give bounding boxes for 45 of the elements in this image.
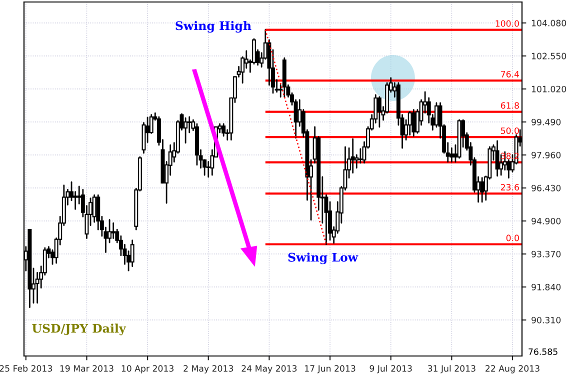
x-tick-label: 2 May 2013 [184,365,234,374]
annotation: 23.6 [500,184,519,191]
text: 76.585 [528,348,558,355]
y-tick-label: 93.370 [532,250,561,258]
y-tick-label: 104.080 [532,20,566,26]
y-tick-label: 90.310 [532,316,561,324]
x-tick-label: 10 Apr 2013 [122,365,174,374]
y-tick-label: 91.840 [532,284,561,290]
y-tick-label: 99.490 [532,118,561,126]
candlestick [222,123,226,137]
x-tick-label: 31 Jul 2013 [428,365,476,374]
candlestick [187,116,192,134]
y-tick-label: 102.550 [532,52,566,60]
y-tick-label: 96.430 [532,184,561,192]
x-tick-label: 25 Feb 2013 [0,365,52,372]
y-tick-label: 101.020 [532,86,566,92]
candlestick [434,102,438,128]
candlestick [92,194,96,223]
x-tick-label: 22 Aug 2013 [486,365,540,374]
y-tick-label: 97.960 [532,152,561,158]
annotation: 76.4 [501,70,520,78]
candlestick [377,96,382,128]
y-tick-label: 94.900 [532,218,561,224]
annotation: 100.0 [496,20,519,27]
candlestick [244,50,248,69]
annotation: 0.0 [506,234,519,242]
candlestick [156,116,161,146]
x-tick-label: 19 Mar 2013 [60,365,114,372]
candlestick [358,148,362,164]
candlestick [412,109,416,137]
x-tick-label: 9 Jul 2013 [370,365,412,374]
annotation: Swing High [176,20,252,33]
annotation: USD/JPY Daily [32,324,126,336]
candlestick [73,191,78,210]
candlestick [130,240,134,267]
x-tick-label: 17 Jun 2013 [305,365,356,374]
x-tick-label: 24 May 2013 [242,365,297,374]
candlestick [495,140,500,177]
annotation: 61.8 [500,102,519,109]
candlestick [108,219,112,244]
candlestick [480,177,484,203]
candlestick [184,117,188,144]
candlestick [111,222,116,239]
annotation: Swing Low [288,252,358,264]
annotation: 50.0 [501,127,519,134]
